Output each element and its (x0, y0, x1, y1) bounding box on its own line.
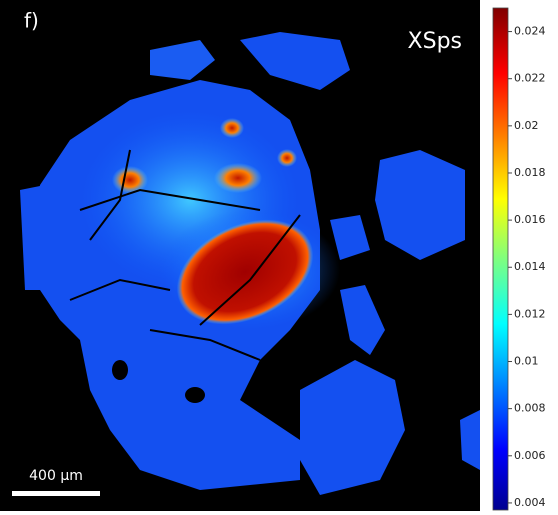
map-title: XSps (408, 29, 462, 54)
colorbar-tick-label: 0.008 (514, 402, 546, 415)
colorbar (492, 7, 509, 511)
colorbar-tick-label: 0.014 (514, 260, 546, 273)
colorbar-tick-label: 0.004 (514, 496, 546, 509)
colorbar-tick-label: 0.022 (514, 72, 546, 85)
colorbar-tick-label: 0.006 (514, 449, 546, 462)
colorbar-tick-label: 0.016 (514, 213, 546, 226)
colorbar-tick-label: 0.012 (514, 307, 546, 320)
map-image (0, 0, 480, 511)
scale-bar-label: 400 µm (29, 468, 83, 484)
panel-label: f) (24, 9, 39, 33)
colorbar-tick-label: 0.018 (514, 166, 546, 179)
colorbar-tick-label: 0.02 (514, 119, 539, 132)
scale-bar (12, 491, 100, 496)
colorbar-tick-label: 0.024 (514, 25, 546, 38)
colorbar-tick-label: 0.01 (514, 355, 539, 368)
